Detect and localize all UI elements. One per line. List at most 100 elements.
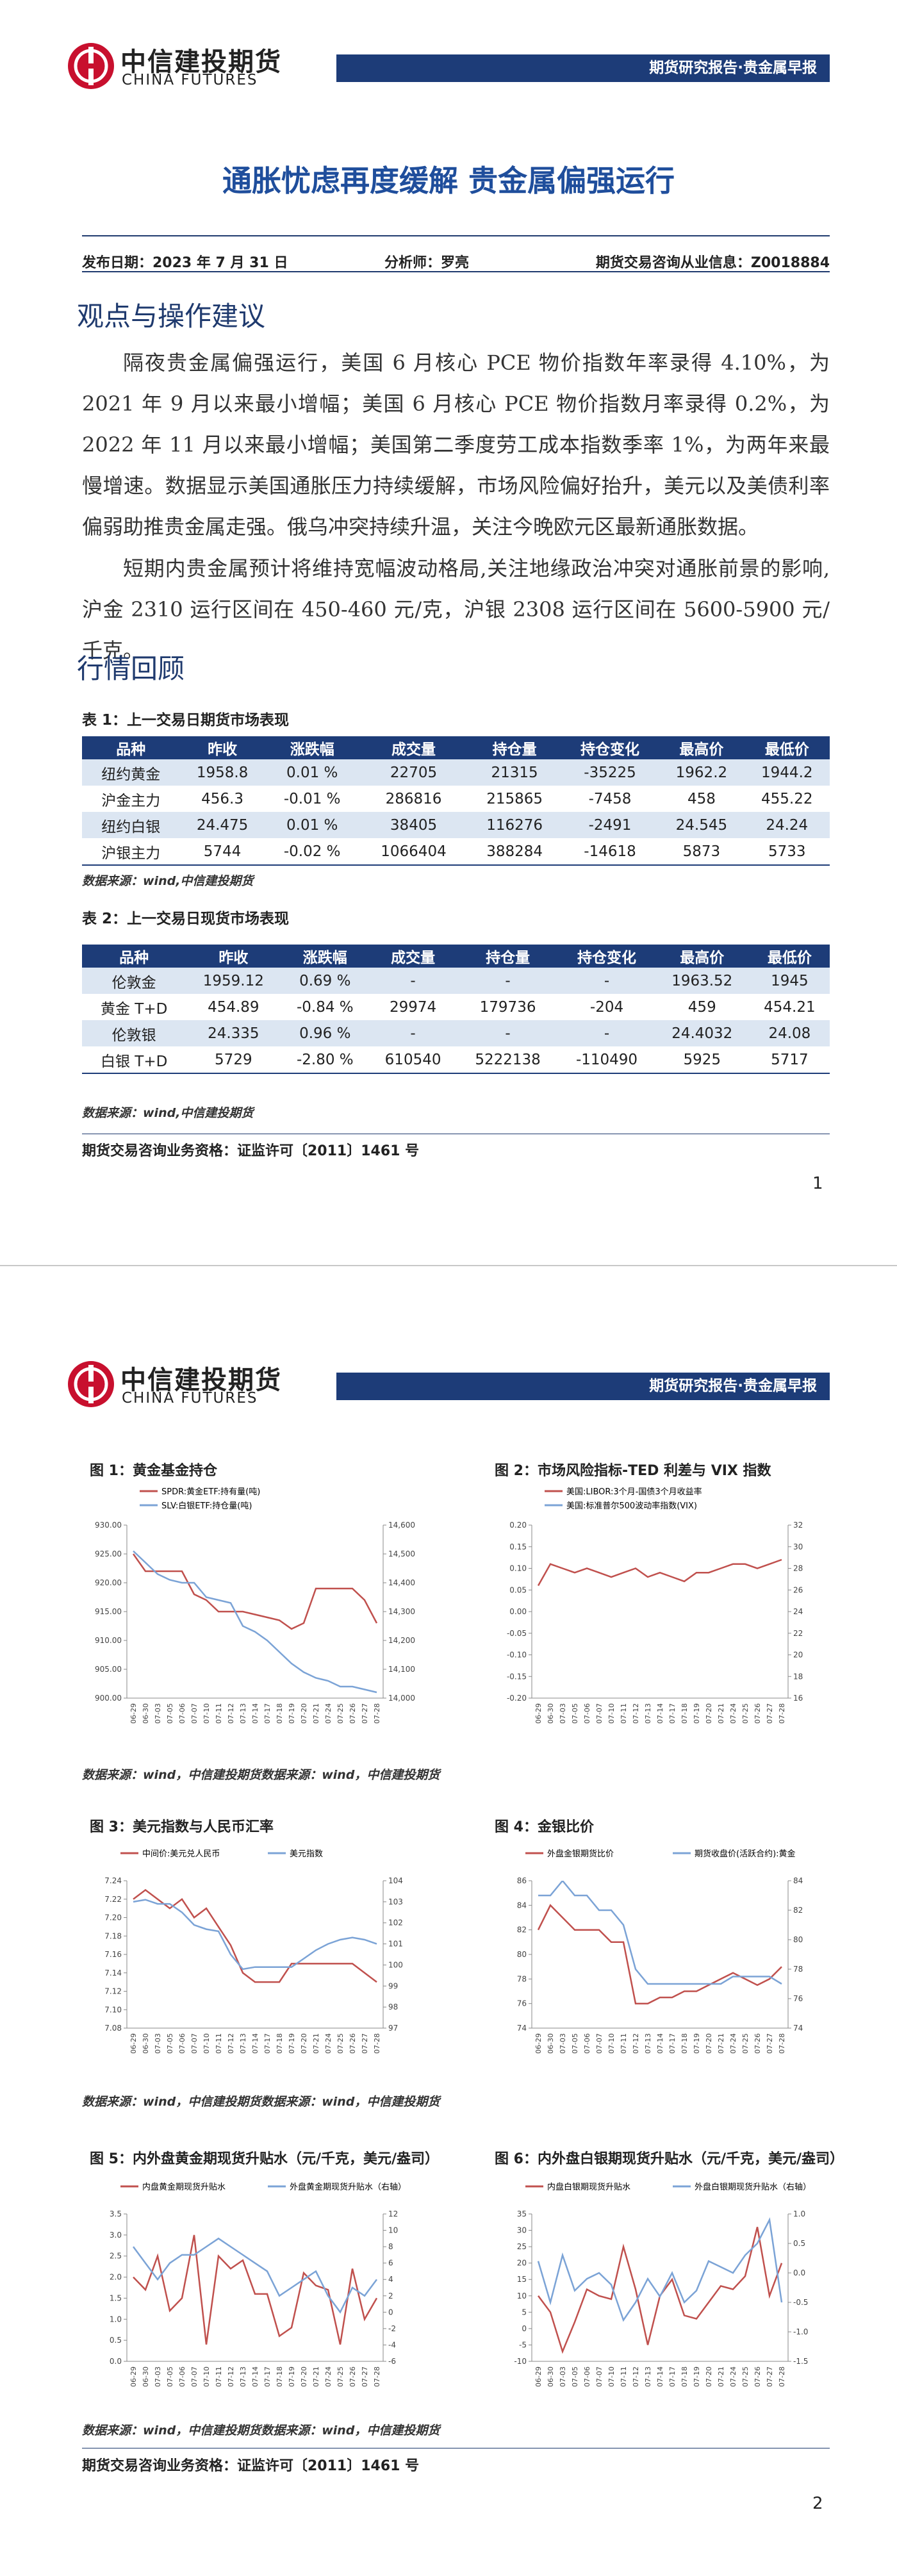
x-tick-label: 06-29: [534, 2033, 543, 2054]
y-tick-label: 82: [517, 1926, 527, 1935]
y2-tick-label: 2: [388, 2291, 393, 2300]
x-tick-label: 07-25: [741, 2033, 750, 2054]
table-cell: 5733: [768, 843, 806, 860]
x-tick-label: 07-28: [778, 1703, 786, 1724]
x-tick-label: 07-28: [373, 2366, 381, 2387]
x-tick-label: 07-24: [729, 2033, 737, 2054]
y2-tick-label: 84: [793, 1876, 803, 1885]
table-cell: -35225: [561, 759, 659, 786]
y2-tick-label: 10: [388, 2226, 398, 2235]
table-cell: 5222138: [475, 1051, 541, 1068]
x-tick-label: 07-18: [276, 2366, 284, 2387]
series-line: [537, 1558, 782, 1587]
y-tick-label: 0.05: [509, 1585, 527, 1594]
column-header: 成交量: [359, 736, 468, 759]
x-tick-label: 07-12: [227, 2033, 235, 2054]
x-tick-label: 07-20: [705, 2033, 713, 2054]
date: 发布日期：2023 年 7 月 31 日: [82, 255, 288, 271]
table-cell: 1958.8: [179, 759, 265, 786]
x-tick-label: 07-26: [349, 2366, 357, 2387]
y-tick-label: 25: [517, 2242, 527, 2251]
source: 数据来源：wind,中信建投期货: [82, 874, 254, 888]
table-cell: -2491: [561, 812, 659, 838]
x-tick-label: 06-30: [547, 2366, 555, 2387]
x-tick-label: 07-28: [778, 2366, 786, 2387]
table-cell: -14618: [584, 843, 636, 860]
source: 数据来源：wind，中信建投期货数据来源：wind，中信建投期货: [82, 2095, 440, 2109]
table-cell: 黄金 T+D: [100, 1000, 168, 1018]
license: 期货交易咨询从业信息：Z0018884: [595, 255, 830, 271]
table-cell: 0.01 %: [265, 812, 359, 838]
x-tick-label: 07-24: [324, 2366, 333, 2387]
x-tick-label: 06-29: [129, 2033, 138, 2054]
table-cell: 0.96 %: [281, 1020, 370, 1046]
x-tick-label: 07-24: [729, 1703, 737, 1724]
source: 数据来源：wind，中信建投期货数据来源：wind，中信建投期货: [82, 2423, 440, 2438]
data-table: 品种 昨收 涨跌幅 成交量 持仓量 持仓变化 最高价 最低价 纽约黄金 1958.8 0.01 % 2…: [82, 736, 830, 866]
table-cell: -2.80 %: [296, 1051, 354, 1068]
table-cell: -: [369, 968, 457, 994]
y2-tick-label: 14,100: [388, 1665, 415, 1674]
y2-tick-label: 30: [793, 1542, 803, 1551]
y-tick-label: 10: [517, 2291, 527, 2300]
rule: [82, 271, 830, 272]
table-row: 伦敦银 24.335 0.96 % - - -24.4032 24.08: [82, 1020, 830, 1046]
x-tick-label: 07-19: [693, 2366, 701, 2387]
x-tick-label: 07-18: [276, 2033, 284, 2054]
table-cell: 沪银主力: [101, 845, 161, 862]
y2-tick-label: 97: [388, 2024, 398, 2033]
table-cell: -0.02 %: [283, 843, 341, 860]
section-heading: 行情回顾: [77, 653, 185, 684]
x-tick-label: 07-19: [288, 2366, 296, 2387]
y-tick-label: 7.24: [104, 1876, 122, 1885]
chart: SPDR:黄金ETF:持有量(吨) SLV:白银ETF:持仓量(吨) 900.00 9…: [95, 1487, 415, 1724]
x-tick-label: 07-27: [766, 2033, 774, 2054]
series-line: [132, 2237, 378, 2314]
figure-caption: 图 3：美元指数与人民币汇率: [90, 1819, 274, 1835]
figure-caption: 图 4：金银比价: [495, 1819, 594, 1835]
x-tick-label: 07-18: [276, 1703, 284, 1724]
x-tick-label: 07-10: [607, 2366, 616, 2387]
y2-tick-label: 18: [793, 1672, 803, 1681]
figure-caption: 图 2：市场风险指标-TED 利差与 VIX 指数: [495, 1463, 771, 1479]
x-tick-label: 07-25: [336, 1703, 345, 1724]
y-tick-label: -10: [514, 2357, 527, 2366]
y-tick-label: -0.20: [507, 1694, 527, 1703]
x-tick-label: 06-30: [547, 1703, 555, 1724]
series-line: [538, 1881, 782, 1985]
table-cell: 24.475: [179, 812, 265, 838]
y2-tick-label: 20: [793, 1651, 803, 1660]
x-tick-label: 07-26: [349, 1703, 357, 1724]
x-tick-label: 07-13: [239, 2033, 247, 2054]
table-cell: 22705: [359, 759, 468, 786]
table-row: 纽约黄金 1958.8 0.01 % 22705 21315 -35225 1962.2 19…: [82, 759, 830, 786]
table-cell: 纽约白银: [82, 812, 180, 838]
y-tick-label: 30: [517, 2226, 527, 2235]
figure-caption: 图 6：内外盘白银期现货升贴水（元/千克，美元/盎司）: [495, 2151, 844, 2167]
y2-tick-label: 14,600: [388, 1521, 415, 1530]
y-tick-label: 15: [517, 2275, 527, 2284]
y2-tick-label: 28: [793, 1564, 803, 1573]
table-cell: 458: [687, 790, 716, 807]
table-cell: 24.08: [749, 1020, 830, 1046]
x-tick-label: 07-13: [239, 1703, 247, 1724]
y-tick-label: 1.5: [110, 2293, 122, 2302]
x-tick-label: 07-19: [693, 1703, 701, 1724]
table-cell: 454.21: [764, 998, 816, 1016]
y-tick-label: 7.20: [104, 1913, 122, 1922]
x-tick-label: 07-05: [571, 2033, 579, 2054]
page-number: 1: [812, 1174, 823, 1193]
chart: 中间价:美元兑人民币 美元指数 7.08 7.10 7.12 7.14 7.16 7.18 7.…: [104, 1849, 403, 2054]
table-header-row: 品种 昨收 涨跌幅 成交量 持仓量 持仓变化 最高价 最低价: [82, 736, 830, 759]
y-tick-label: 7.16: [104, 1950, 122, 1959]
x-tick-label: 07-14: [656, 2366, 664, 2387]
y-tick-label: 86: [517, 1876, 527, 1885]
paragraph: 隔夜贵金属偏强运行，美国 6 月核心 PCE 物价指数年率录得 4.10%，为 …: [82, 351, 830, 539]
table-cell: 179736: [479, 998, 536, 1016]
x-tick-label: 07-19: [693, 2033, 701, 2054]
table-cell: 沪金主力: [101, 792, 161, 809]
column-header: 最低价: [749, 945, 830, 968]
y-tick-label: -0.15: [507, 1672, 527, 1681]
legend-label: 美国:LIBOR:3个月-国债3个月收益率: [566, 1487, 702, 1497]
x-tick-label: 07-11: [215, 2366, 223, 2387]
